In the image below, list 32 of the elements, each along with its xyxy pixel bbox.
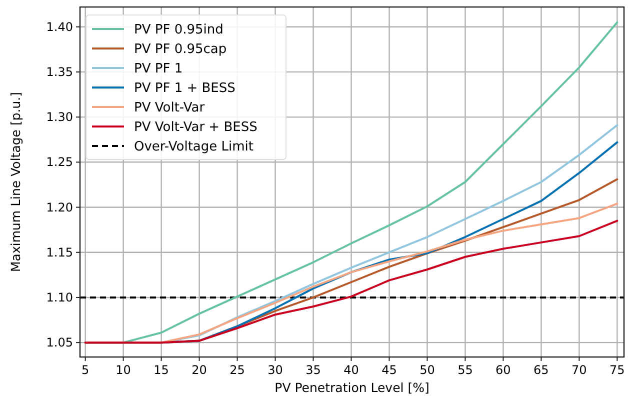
y-tick-label: 1.05 [46,336,73,350]
x-tick-label: 65 [534,363,549,377]
legend-label: PV PF 0.95cap [134,42,227,57]
x-tick-label: 40 [344,363,359,377]
y-tick-label: 1.20 [46,200,73,214]
x-tick-label: 25 [230,363,245,377]
x-tick-label: 15 [154,363,169,377]
y-tick-label: 1.15 [46,245,73,260]
legend-label: PV PF 1 + BESS [134,81,236,96]
y-tick-label: 1.30 [46,110,73,124]
legend-label: Over-Voltage Limit [134,140,254,154]
y-tick-label: 1.35 [46,64,73,79]
x-tick-label: 20 [192,363,207,377]
x-tick-label: 50 [420,363,435,377]
legend-label: PV PF 1 [134,62,183,76]
legend-label: PV Volt-Var [134,100,206,116]
x-tick-label: 45 [382,363,397,377]
x-axis-title: PV Penetration Level [%] [274,380,430,395]
x-tick-label: 30 [268,363,283,377]
y-tick-label: 1.40 [46,20,73,34]
y-axis-title: Maximum Line Voltage [p.u.] [8,92,23,272]
x-tick-label: 75 [610,363,625,377]
legend-label: PV Volt-Var + BESS [134,120,258,135]
y-tick-label: 1.25 [46,155,73,170]
x-tick-label: 70 [572,363,587,377]
y-tick-label: 1.10 [46,290,73,304]
x-tick-label: 55 [458,363,473,377]
legend-label: PV PF 0.95ind [134,22,224,38]
x-tick-label: 5 [82,363,90,377]
x-tick-label: 10 [116,363,131,377]
x-tick-label: 35 [306,363,321,377]
x-tick-label: 60 [496,363,511,377]
